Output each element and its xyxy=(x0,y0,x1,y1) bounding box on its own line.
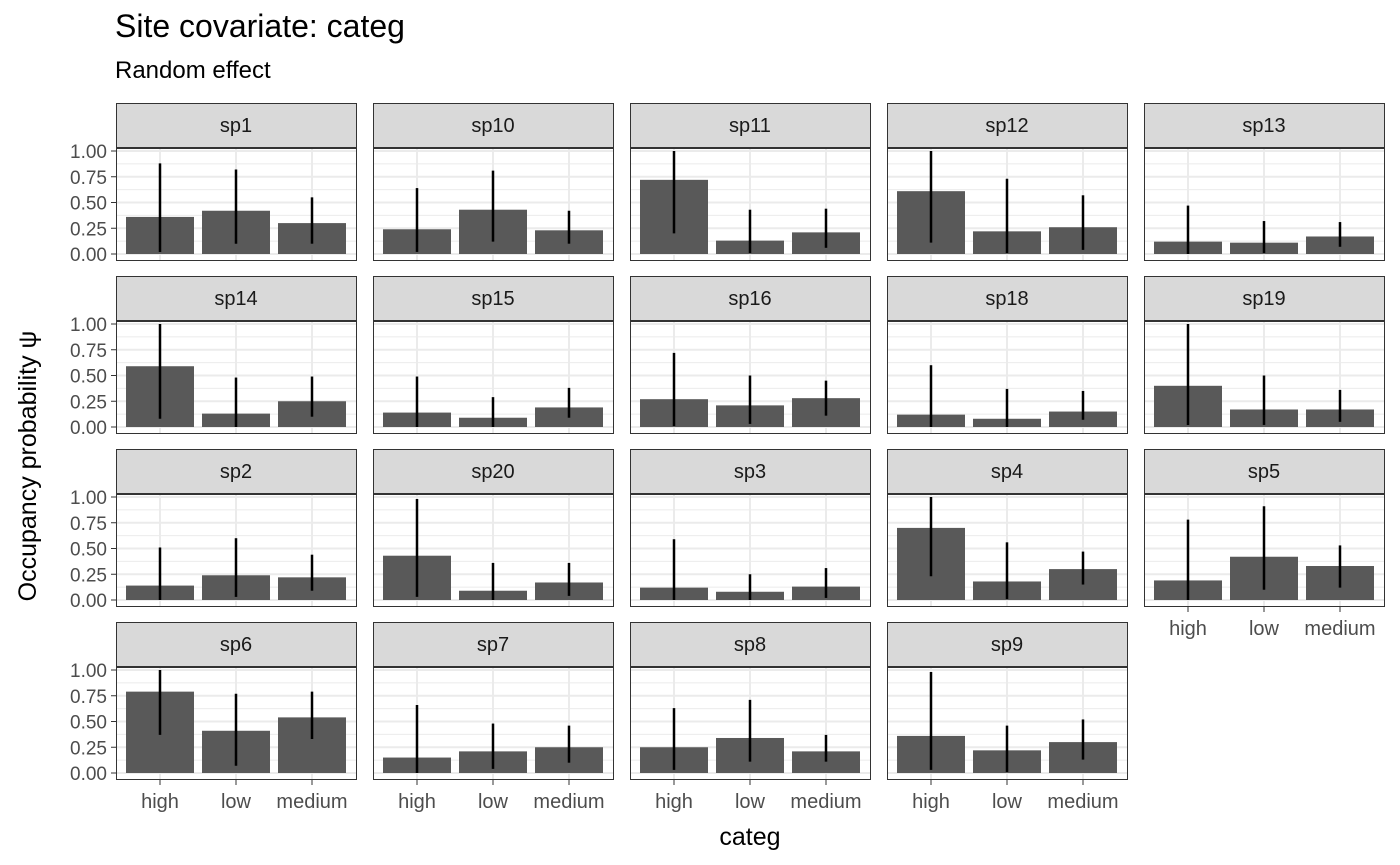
y-tick-label: 1.00 xyxy=(70,488,107,509)
facet-label-sp13: sp13 xyxy=(1242,115,1285,137)
facet-strip-sp11 xyxy=(630,103,871,148)
panel-border-sp14 xyxy=(116,321,357,434)
x-tick-label: medium xyxy=(1047,791,1118,813)
y-tick-label: 0.00 xyxy=(70,418,107,439)
facet-label-sp15: sp15 xyxy=(471,288,514,310)
bar-sp8-medium xyxy=(792,751,860,773)
y-tick-label: 0.00 xyxy=(70,245,107,266)
y-tick-label: 0.25 xyxy=(70,392,107,413)
y-tick-label: 0.50 xyxy=(70,540,107,561)
chart-title: Site covariate: categ xyxy=(115,8,405,44)
facet-label-sp5: sp5 xyxy=(1248,461,1280,483)
facet-label-sp11: sp11 xyxy=(729,115,771,137)
y-tick-label: 0.75 xyxy=(70,341,107,362)
x-tick-label: high xyxy=(655,791,693,813)
panel-border-sp13 xyxy=(1144,148,1385,261)
facet-strip-sp19 xyxy=(1144,276,1385,321)
panel-border-sp2 xyxy=(116,494,357,607)
x-tick-label: low xyxy=(221,791,252,813)
x-axis-title: categ xyxy=(719,823,780,851)
y-tick-label: 0.50 xyxy=(70,713,107,734)
facet-strip-sp8 xyxy=(630,622,871,667)
facet-strip-sp15 xyxy=(373,276,614,321)
facet-strip-sp14 xyxy=(116,276,357,321)
y-tick-label: 0.25 xyxy=(70,219,107,240)
facet-label-sp14: sp14 xyxy=(214,288,257,310)
y-tick-label: 0.50 xyxy=(70,367,107,388)
y-axis-title: Occupancy probability ψ xyxy=(14,331,42,602)
panel-border-sp7 xyxy=(373,667,614,780)
facet-strip-sp9 xyxy=(887,622,1128,667)
facet-strip-sp3 xyxy=(630,449,871,494)
x-tick-label: high xyxy=(912,791,950,813)
facet-label-sp2: sp2 xyxy=(220,461,252,483)
facet-strip-sp5 xyxy=(1144,449,1385,494)
x-tick-label: low xyxy=(735,791,766,813)
x-tick-label: high xyxy=(141,791,179,813)
facet-label-sp10: sp10 xyxy=(471,115,514,137)
facet-label-sp6: sp6 xyxy=(220,634,252,656)
x-tick-label: low xyxy=(1249,618,1280,640)
facet-strip-sp18 xyxy=(887,276,1128,321)
y-tick-label: 0.75 xyxy=(70,168,107,189)
panel-border-sp1 xyxy=(116,148,357,261)
x-tick-label: medium xyxy=(790,791,861,813)
panel-border-sp11 xyxy=(630,148,871,261)
facet-label-sp9: sp9 xyxy=(991,634,1023,656)
panel-border-sp5 xyxy=(1144,494,1385,607)
facet-strip-sp20 xyxy=(373,449,614,494)
chart-subtitle: Random effect xyxy=(115,57,271,84)
facet-label-sp8: sp8 xyxy=(734,634,766,656)
facet-label-sp4: sp4 xyxy=(991,461,1023,483)
x-tick-label: medium xyxy=(1304,618,1375,640)
facet-label-sp7: sp7 xyxy=(477,634,509,656)
x-tick-label: low xyxy=(992,791,1023,813)
y-tick-label: 0.75 xyxy=(70,687,107,708)
x-tick-label: high xyxy=(398,791,436,813)
facet-label-sp19: sp19 xyxy=(1242,288,1285,310)
panel-border-sp18 xyxy=(887,321,1128,434)
panel-border-sp8 xyxy=(630,667,871,780)
panel-border-sp20 xyxy=(373,494,614,607)
x-tick-label: low xyxy=(478,791,509,813)
facet-label-sp3: sp3 xyxy=(734,461,766,483)
y-tick-label: 0.00 xyxy=(70,764,107,785)
x-tick-label: high xyxy=(1169,618,1207,640)
y-tick-label: 0.25 xyxy=(70,738,107,759)
facet-label-sp16: sp16 xyxy=(728,288,771,310)
facet-strip-sp2 xyxy=(116,449,357,494)
y-tick-label: 0.25 xyxy=(70,565,107,586)
facet-strip-sp16 xyxy=(630,276,871,321)
y-tick-label: 0.00 xyxy=(70,591,107,612)
panel-border-sp16 xyxy=(630,321,871,434)
facet-strip-sp12 xyxy=(887,103,1128,148)
panel-border-sp10 xyxy=(373,148,614,261)
facet-label-sp1: sp1 xyxy=(220,115,252,137)
facet-strip-sp4 xyxy=(887,449,1128,494)
y-tick-label: 1.00 xyxy=(70,315,107,336)
panel-border-sp15 xyxy=(373,321,614,434)
facet-strip-sp6 xyxy=(116,622,357,667)
y-tick-label: 1.00 xyxy=(70,661,107,682)
facet-strip-sp13 xyxy=(1144,103,1385,148)
panel-border-sp3 xyxy=(630,494,871,607)
y-tick-label: 0.50 xyxy=(70,194,107,215)
facet-strip-sp1 xyxy=(116,103,357,148)
x-tick-label: medium xyxy=(276,791,347,813)
panel-border-sp9 xyxy=(887,667,1128,780)
facet-label-sp18: sp18 xyxy=(985,288,1028,310)
panel-border-sp4 xyxy=(887,494,1128,607)
facet-label-sp12: sp12 xyxy=(985,115,1028,137)
panel-border-sp12 xyxy=(887,148,1128,261)
y-tick-label: 0.75 xyxy=(70,514,107,535)
panel-border-sp6 xyxy=(116,667,357,780)
y-tick-label: 1.00 xyxy=(70,142,107,163)
panel-border-sp19 xyxy=(1144,321,1385,434)
facet-strip-sp7 xyxy=(373,622,614,667)
x-tick-label: medium xyxy=(533,791,604,813)
facet-strip-sp10 xyxy=(373,103,614,148)
facet-label-sp20: sp20 xyxy=(471,461,514,483)
